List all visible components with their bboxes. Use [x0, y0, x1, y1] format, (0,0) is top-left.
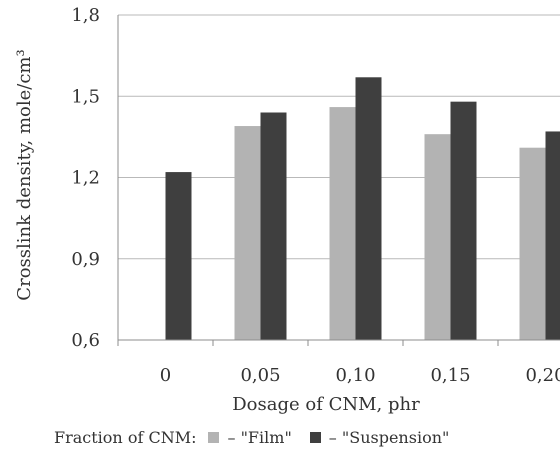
legend-prefix: Fraction of CNM:: [54, 428, 197, 447]
bar-suspension-4: [545, 131, 560, 340]
y-axis-title: Crosslink density, mole/cm³: [14, 49, 35, 300]
y-tick-label: 1,2: [71, 168, 100, 189]
y-tick-labels: 0,6 0,9 1,2 1,5 1,8: [71, 5, 100, 351]
y-tick-label: 0,6: [71, 330, 100, 351]
bar-suspension-2: [355, 77, 382, 341]
axes: [117, 15, 560, 346]
legend-label-film: – "Film": [227, 428, 292, 447]
x-tick-label: 0,15: [430, 365, 470, 386]
legend-swatch-film: [208, 432, 220, 443]
bars: [165, 77, 560, 341]
legend-label-suspension: – "Suspension": [328, 428, 450, 447]
x-tick-label: 0,10: [335, 365, 375, 386]
x-tick-labels: 0 0,05 0,10 0,15 0,20: [160, 365, 560, 386]
bar-film-2: [329, 107, 356, 340]
bar-film-4: [519, 147, 546, 340]
bar-suspension-1: [260, 112, 287, 340]
x-tick-label: 0: [160, 365, 171, 386]
y-tick-label: 0,9: [71, 249, 100, 270]
x-tick-label: 0,20: [525, 365, 560, 386]
bar-film-3: [424, 134, 451, 340]
y-tick-label: 1,8: [71, 5, 100, 26]
y-tick-label: 1,5: [71, 86, 100, 107]
x-axis-title: Dosage of CNM, phr: [232, 394, 420, 415]
legend-swatch-suspension: [309, 432, 321, 443]
bar-film-1: [234, 126, 261, 341]
bar-suspension-0: [165, 172, 192, 340]
bar-suspension-3: [450, 101, 477, 341]
legend: Fraction of CNM: – "Film" – "Suspension": [54, 428, 455, 447]
x-tick-label: 0,05: [240, 365, 280, 386]
